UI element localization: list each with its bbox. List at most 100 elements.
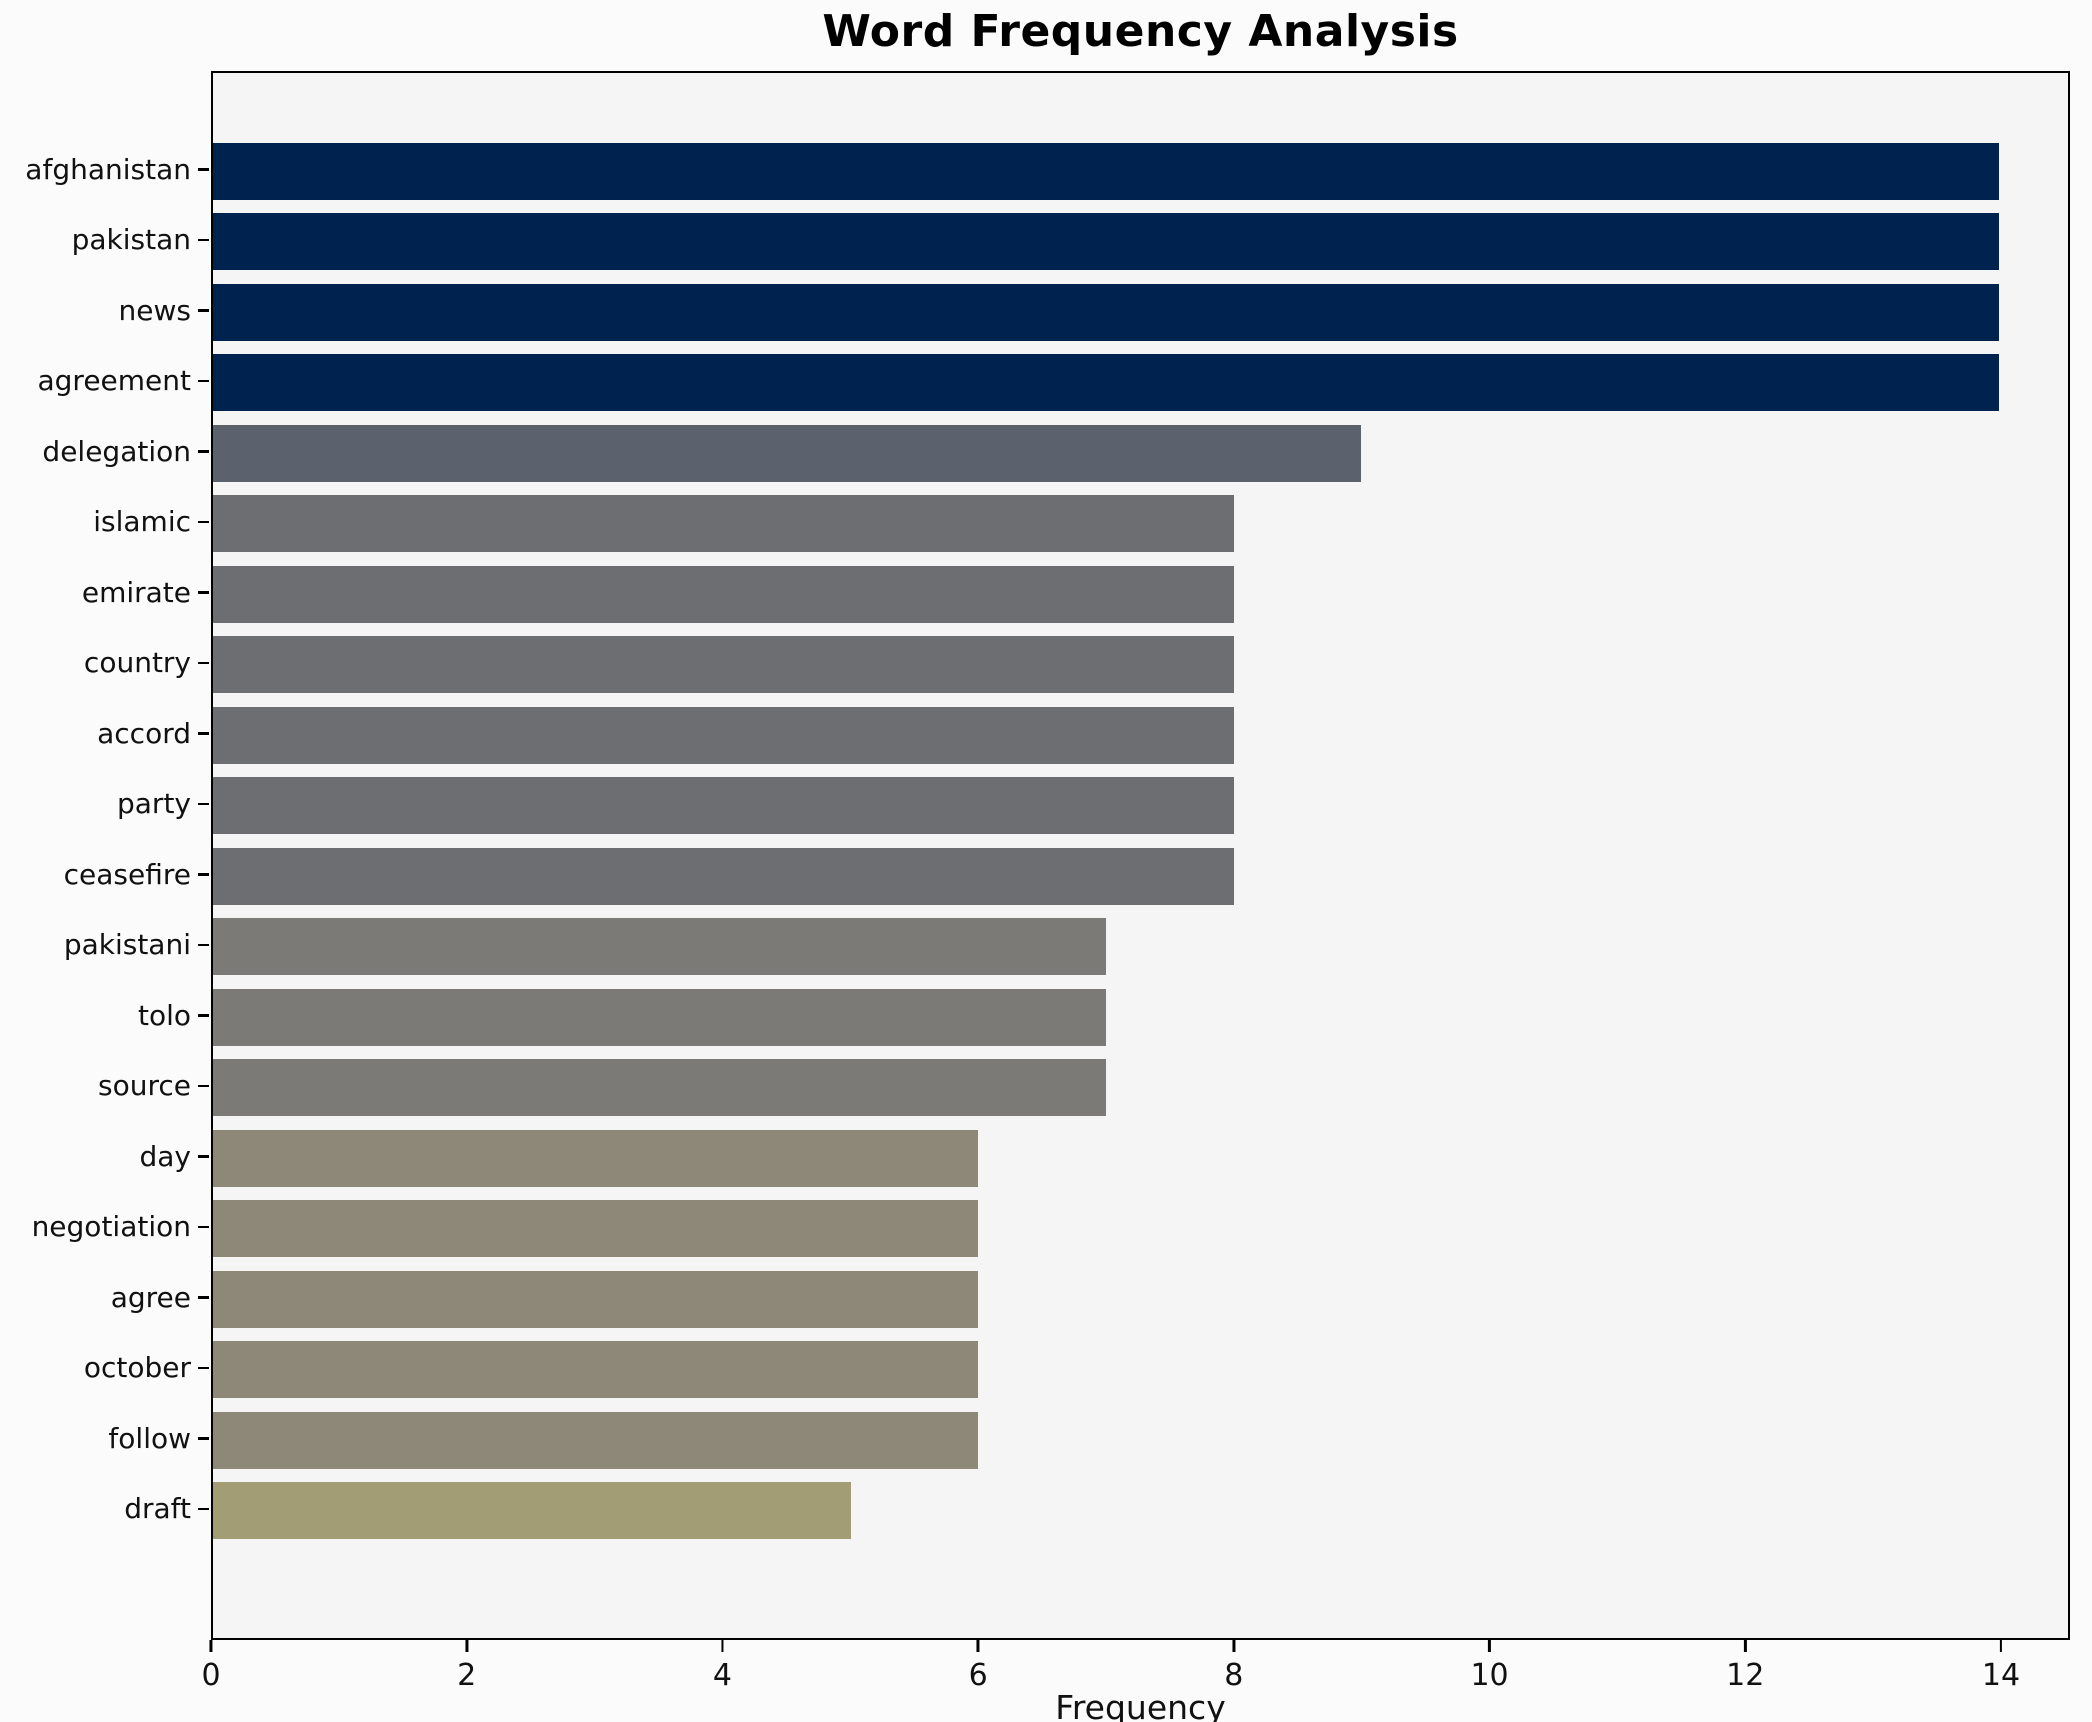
y-label-row: day — [0, 1121, 209, 1192]
y-label-tolo: tolo — [137, 998, 191, 1032]
y-label-row: pakistan — [0, 205, 209, 276]
y-label-row: news — [0, 275, 209, 346]
bar-tolo — [213, 988, 1107, 1046]
y-label-negotiation: negotiation — [31, 1210, 191, 1244]
x-tick-2: 2 — [457, 1640, 476, 1693]
y-tick-mark — [198, 943, 209, 946]
y-label-agree: agree — [110, 1280, 191, 1314]
bar-row — [213, 771, 2068, 842]
bar-follow — [213, 1411, 979, 1469]
bar-country — [213, 636, 1234, 694]
y-tick-mark — [198, 309, 209, 312]
bar-ceasefire — [213, 847, 1234, 905]
bar-row — [213, 348, 2068, 419]
y-label-party: party — [117, 787, 191, 821]
y-label-accord: accord — [97, 716, 191, 750]
bar-afghanistan — [213, 142, 2000, 200]
bar-draft — [213, 1482, 851, 1540]
x-tick-mark — [1232, 1640, 1236, 1652]
y-label-row: islamic — [0, 487, 209, 558]
bar-row — [213, 1123, 2068, 1194]
y-label-ceasefire: ceasefire — [63, 857, 191, 891]
y-tick-mark — [198, 168, 209, 171]
y-label-row: negotiation — [0, 1192, 209, 1263]
x-tick-6: 6 — [969, 1640, 988, 1693]
y-label-row: draft — [0, 1474, 209, 1545]
bar-row — [213, 1476, 2068, 1547]
x-tick-mark — [209, 1640, 213, 1652]
bars-layer — [213, 136, 2068, 1546]
y-tick-mark — [198, 1014, 209, 1017]
x-tick-mark — [976, 1640, 980, 1652]
bar-row — [213, 630, 2068, 701]
y-label-row: delegation — [0, 416, 209, 487]
y-tick-mark — [198, 591, 209, 594]
y-tick-mark — [198, 238, 209, 241]
bar-row — [213, 277, 2068, 348]
x-tick-12: 12 — [1726, 1640, 1764, 1693]
bar-agree — [213, 1270, 979, 1328]
y-label-country: country — [83, 646, 191, 680]
bar-negotiation — [213, 1200, 979, 1258]
bar-october — [213, 1341, 979, 1399]
bar-row — [213, 1194, 2068, 1265]
bar-islamic — [213, 495, 1234, 553]
x-tick-mark — [721, 1640, 724, 1652]
y-tick-mark — [198, 1225, 209, 1228]
y-label-pakistan: pakistan — [71, 223, 191, 257]
x-tick-mark — [1744, 1640, 1747, 1652]
bar-pakistan — [213, 213, 2000, 271]
bar-row — [213, 136, 2068, 207]
y-tick-mark — [198, 1366, 209, 1369]
y-label-row: follow — [0, 1403, 209, 1474]
x-tick-mark — [1488, 1640, 1491, 1652]
x-tick-label: 4 — [712, 1658, 732, 1693]
y-axis-labels: afghanistan pakistan news agreement delegati… — [0, 134, 209, 1544]
x-tick-mark — [465, 1640, 468, 1652]
bar-source — [213, 1059, 1107, 1117]
x-tick-label: 8 — [1224, 1658, 1244, 1693]
x-tick-10: 10 — [1470, 1640, 1509, 1693]
y-label-october: october — [83, 1351, 191, 1385]
bar-row — [213, 1405, 2068, 1476]
plot-area — [211, 71, 2070, 1640]
y-label-row: agree — [0, 1262, 209, 1333]
y-label-source: source — [98, 1069, 191, 1103]
bar-day — [213, 1129, 979, 1187]
bar-row — [213, 982, 2068, 1053]
x-tick-label: 6 — [968, 1658, 988, 1693]
y-label-news: news — [118, 293, 191, 327]
x-tick-label: 12 — [1726, 1658, 1765, 1693]
y-tick-mark — [198, 873, 209, 876]
y-label-islamic: islamic — [93, 505, 191, 539]
x-tick-label: 2 — [457, 1658, 477, 1693]
y-label-row: accord — [0, 698, 209, 769]
bar-row — [213, 1335, 2068, 1406]
y-label-row: source — [0, 1051, 209, 1122]
y-label-afghanistan: afghanistan — [25, 152, 191, 186]
y-tick-mark — [198, 1507, 209, 1510]
x-tick-label: 0 — [201, 1658, 221, 1693]
y-label-delegation: delegation — [42, 434, 191, 468]
y-label-row: party — [0, 769, 209, 840]
bar-accord — [213, 706, 1234, 764]
bar-delegation — [213, 424, 1362, 482]
y-label-row: ceasefire — [0, 839, 209, 910]
bar-row — [213, 489, 2068, 560]
x-tick-8: 8 — [1224, 1640, 1243, 1693]
x-tick-label: 14 — [1981, 1658, 2021, 1693]
x-axis: 0 2 4 6 8 10 12 14 — [0, 1640, 2092, 1722]
x-tick-0: 0 — [201, 1640, 221, 1693]
bar-row — [213, 1053, 2068, 1124]
bar-emirate — [213, 565, 1234, 623]
y-label-pakistani: pakistani — [63, 928, 191, 962]
y-tick-mark — [198, 732, 209, 735]
y-tick-mark — [198, 1155, 209, 1158]
y-label-row: tolo — [0, 980, 209, 1051]
bar-row — [213, 207, 2068, 278]
y-tick-mark — [198, 661, 209, 664]
x-tick-mark — [1999, 1640, 2003, 1652]
y-tick-mark — [198, 1296, 209, 1299]
y-label-row: pakistani — [0, 910, 209, 981]
